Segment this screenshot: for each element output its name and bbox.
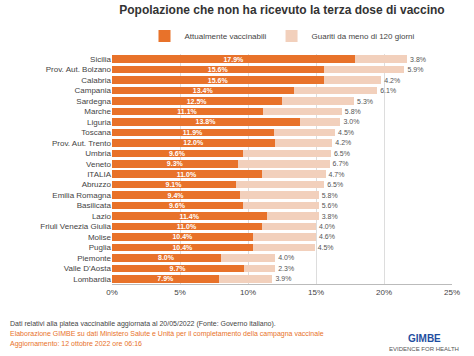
svg-text:Attualmente vaccinabili: Attualmente vaccinabili — [185, 32, 267, 41]
svg-text:25%: 25% — [444, 288, 460, 297]
svg-text:Lazio: Lazio — [92, 212, 112, 221]
svg-text:3.9%: 3.9% — [275, 275, 291, 282]
svg-text:13.8%: 13.8% — [196, 118, 217, 125]
svg-text:11.4%: 11.4% — [179, 213, 199, 220]
svg-text:12.5%: 12.5% — [187, 98, 208, 105]
svg-text:Liguria: Liguria — [87, 118, 112, 127]
svg-text:Aggiornamento: 12 ottobre 2022: Aggiornamento: 12 ottobre 2022 ore 06:16 — [10, 340, 142, 348]
svg-text:11.1%: 11.1% — [177, 108, 197, 115]
svg-text:7.9%: 7.9% — [157, 275, 174, 282]
svg-text:Campania: Campania — [75, 86, 112, 95]
svg-text:9.4%: 9.4% — [168, 192, 185, 199]
svg-text:15%: 15% — [308, 288, 324, 297]
svg-text:6.5%: 6.5% — [327, 181, 343, 188]
svg-text:12.0%: 12.0% — [183, 139, 204, 146]
svg-text:Friuli Venezia Giulia: Friuli Venezia Giulia — [40, 222, 111, 231]
svg-text:15.6%: 15.6% — [208, 77, 229, 84]
svg-text:17.9%: 17.9% — [223, 56, 244, 63]
svg-text:10.4%: 10.4% — [172, 233, 193, 240]
svg-text:3.8%: 3.8% — [410, 56, 426, 63]
svg-text:6.1%: 6.1% — [380, 87, 396, 94]
svg-text:Emilia Romagna: Emilia Romagna — [52, 191, 111, 200]
svg-text:9.1%: 9.1% — [166, 181, 183, 188]
svg-text:Lombardia: Lombardia — [73, 275, 111, 284]
svg-text:5.8%: 5.8% — [345, 108, 361, 115]
svg-text:5.9%: 5.9% — [407, 66, 423, 73]
svg-text:Prov. Aut. Bolzano: Prov. Aut. Bolzano — [46, 65, 112, 74]
svg-text:Puglia: Puglia — [89, 243, 112, 252]
svg-text:Abruzzo: Abruzzo — [82, 180, 112, 189]
svg-text:Toscana: Toscana — [81, 128, 111, 137]
svg-text:11.0%: 11.0% — [177, 223, 197, 230]
svg-text:13.4%: 13.4% — [193, 87, 214, 94]
svg-text:Calabria: Calabria — [81, 76, 111, 85]
svg-text:Popolazione che non ha ricevut: Popolazione che non ha ricevuto la terza… — [119, 3, 444, 17]
svg-text:9.3%: 9.3% — [167, 160, 184, 167]
svg-text:Sardegna: Sardegna — [76, 97, 111, 106]
svg-text:20%: 20% — [376, 288, 392, 297]
svg-text:Sicilia: Sicilia — [90, 55, 111, 64]
svg-text:6.5%: 6.5% — [334, 150, 350, 157]
svg-text:4.0%: 4.0% — [319, 223, 335, 230]
svg-text:5.6%: 5.6% — [322, 202, 338, 209]
svg-text:GIMBE: GIMBE — [408, 333, 441, 344]
svg-text:Umbria: Umbria — [85, 149, 111, 158]
svg-text:15.6%: 15.6% — [208, 66, 229, 73]
svg-text:Veneto: Veneto — [86, 160, 111, 169]
svg-text:4.6%: 4.6% — [319, 233, 335, 240]
svg-text:4.2%: 4.2% — [335, 139, 351, 146]
svg-text:10%: 10% — [240, 288, 256, 297]
svg-text:3.0%: 3.0% — [343, 118, 359, 125]
svg-text:9.7%: 9.7% — [170, 265, 187, 272]
svg-text:Dati relativi alla platea vacc: Dati relativi alla platea vaccinabile ag… — [10, 320, 276, 328]
svg-text:6.7%: 6.7% — [333, 160, 349, 167]
svg-text:9.6%: 9.6% — [169, 202, 186, 209]
svg-text:5.8%: 5.8% — [322, 192, 338, 199]
svg-text:Prov. Aut. Trento: Prov. Aut. Trento — [52, 139, 112, 148]
svg-text:3.8%: 3.8% — [322, 213, 338, 220]
svg-text:4.5%: 4.5% — [338, 129, 354, 136]
svg-text:4.5%: 4.5% — [318, 244, 334, 251]
svg-text:Elaborazione GIMBE su dati Min: Elaborazione GIMBE su dati Ministero Sal… — [10, 330, 324, 338]
svg-text:11.9%: 11.9% — [183, 129, 203, 136]
svg-text:11.0%: 11.0% — [177, 171, 197, 178]
svg-text:0%: 0% — [106, 288, 118, 297]
svg-text:4.7%: 4.7% — [329, 171, 345, 178]
svg-text:EVIDENCE FOR HEALTH: EVIDENCE FOR HEALTH — [389, 346, 459, 352]
svg-text:4.2%: 4.2% — [384, 77, 400, 84]
svg-text:Marche: Marche — [84, 107, 111, 116]
svg-text:10.4%: 10.4% — [172, 244, 193, 251]
svg-text:9.6%: 9.6% — [169, 150, 186, 157]
svg-text:Piemonte: Piemonte — [77, 254, 111, 263]
svg-text:2.3%: 2.3% — [278, 265, 294, 272]
svg-text:8.0%: 8.0% — [158, 254, 175, 261]
svg-text:5%: 5% — [174, 288, 186, 297]
svg-text:Guariti da meno di 120 giorni: Guariti da meno di 120 giorni — [312, 32, 415, 41]
svg-text:Molise: Molise — [88, 233, 112, 242]
svg-text:Basilicata: Basilicata — [77, 201, 112, 210]
svg-text:Valle D'Aosta: Valle D'Aosta — [64, 264, 112, 273]
svg-text:5.3%: 5.3% — [357, 98, 373, 105]
svg-text:ITALIA: ITALIA — [87, 170, 112, 179]
svg-text:4.0%: 4.0% — [278, 254, 294, 261]
